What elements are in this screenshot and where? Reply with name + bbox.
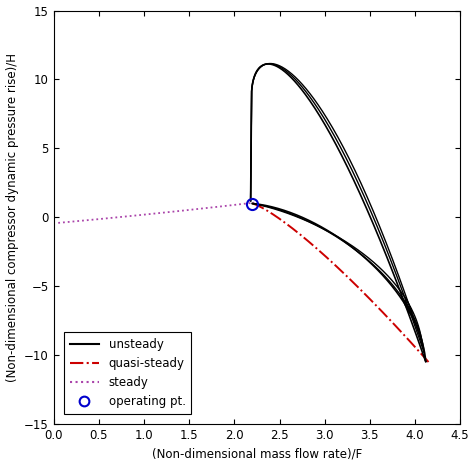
Y-axis label: (Non-dimensional compressor dynamic pressure rise)/H: (Non-dimensional compressor dynamic pres… xyxy=(6,53,19,382)
X-axis label: (Non-dimensional mass flow rate)/F: (Non-dimensional mass flow rate)/F xyxy=(152,447,362,460)
Legend: unsteady, quasi-steady, steady, operating pt.: unsteady, quasi-steady, steady, operatin… xyxy=(64,332,191,414)
